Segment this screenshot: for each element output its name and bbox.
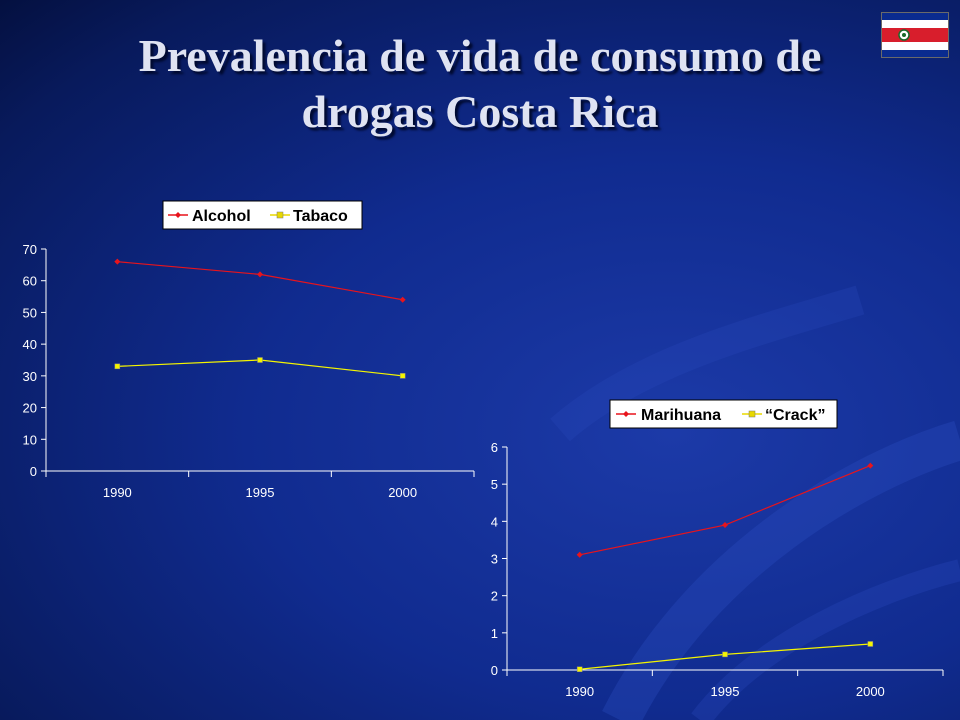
costa-rica-flag-icon: [881, 12, 949, 58]
title-line-1: Prevalencia de vida de consumo de: [138, 30, 822, 81]
title-line-2: drogas Costa Rica: [301, 86, 659, 137]
slide-title: Prevalencia de vida de consumo de drogas…: [60, 28, 900, 140]
